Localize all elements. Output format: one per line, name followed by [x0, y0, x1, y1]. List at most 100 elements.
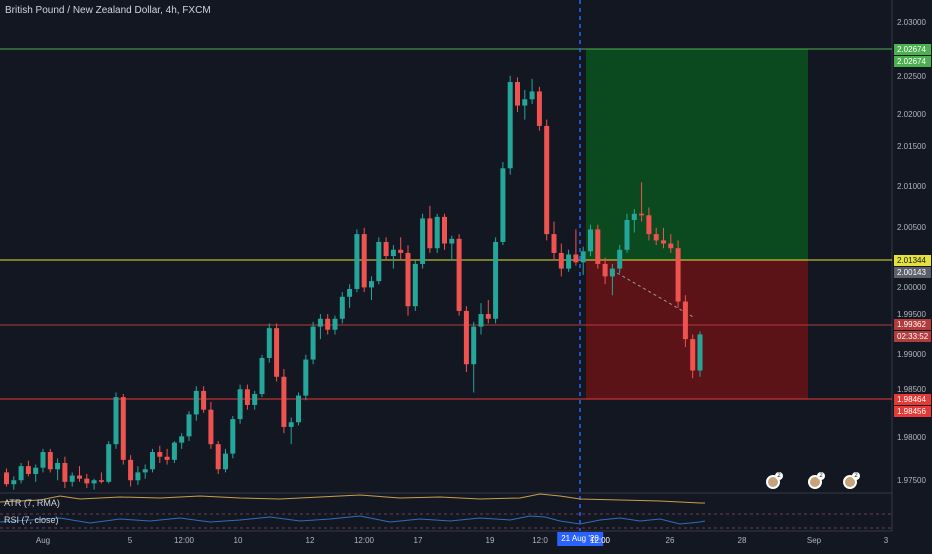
candle-down [558, 252, 564, 269]
stop-zone[interactable] [586, 260, 808, 399]
long-position-zones[interactable] [586, 49, 808, 399]
candle-up [412, 263, 418, 307]
candle-up [697, 334, 703, 371]
candle-up [420, 218, 426, 264]
target-price-tag[interactable]: 2.02674 [894, 44, 931, 55]
candle-down [595, 229, 601, 264]
candle-up [609, 268, 615, 277]
time-tick: 26 [665, 536, 675, 545]
event-count-icon: 2 [852, 472, 860, 480]
time-tick: 12:0 [532, 536, 548, 545]
candle-up [478, 314, 484, 327]
rsi-line [0, 515, 706, 525]
rsi-label[interactable]: RSI (7, close) [4, 515, 59, 525]
candle-up [252, 394, 258, 405]
candle-down [573, 254, 579, 263]
time-tick: 12 [305, 536, 315, 545]
candle-down [98, 480, 104, 482]
price-tick: 2.01000 [897, 182, 926, 191]
candle-down [383, 241, 389, 257]
candle-down [215, 444, 221, 470]
candle-up [33, 467, 39, 474]
grid [0, 0, 893, 532]
candle-up [631, 213, 637, 220]
last-price-tag: 1.99362 [894, 319, 931, 330]
candle-up [617, 249, 623, 269]
bar-countdown-tag: 02:33:52 [894, 331, 931, 342]
candle-down [77, 475, 82, 479]
position-price-tag: 2.00143 [894, 267, 931, 278]
candles [4, 75, 703, 490]
candle-up [471, 326, 477, 365]
candle-down [120, 397, 126, 460]
time-tick: 17 [413, 536, 423, 545]
event-count-icon: 2 [817, 472, 825, 480]
candle-up [303, 359, 309, 396]
candle-down [646, 215, 652, 235]
candle-up [40, 452, 46, 468]
time-tick: Sep [806, 536, 822, 545]
candle-down [47, 452, 53, 470]
candle-down [244, 389, 250, 405]
candle-down [442, 216, 447, 244]
stop-price-tag-2[interactable]: 1.98456 [894, 406, 931, 417]
price-tick: 2.00500 [897, 223, 926, 232]
candle-down [427, 218, 433, 249]
candle-up [493, 241, 499, 319]
flag-uk-event-icon[interactable]: 2 [843, 472, 860, 489]
entry-price-tag[interactable]: 2.01344 [894, 255, 931, 266]
target-zone[interactable] [586, 49, 808, 260]
candle-down [274, 328, 280, 377]
price-tick: 2.01500 [897, 142, 926, 151]
candle-down [661, 240, 666, 244]
flag-uk-event-icon[interactable]: 2 [808, 472, 825, 489]
candle-down [668, 243, 674, 249]
stop-price-tag[interactable]: 1.98464 [894, 394, 931, 405]
candle-down [515, 82, 520, 106]
time-tick: 12:00 [353, 536, 375, 545]
candle-up [179, 436, 185, 443]
price-tick: 2.02500 [897, 72, 926, 81]
candle-up [18, 466, 24, 481]
crosshair-date-tag: 21 Aug '20 [557, 532, 603, 546]
candle-up [11, 480, 17, 485]
candle-down [62, 462, 68, 482]
price-tick: 1.99500 [897, 310, 926, 319]
horizontal-lines[interactable] [0, 48, 892, 400]
candle-down [157, 452, 163, 457]
candle-up [310, 326, 316, 360]
candle-up [376, 241, 382, 282]
price-tick: 1.97500 [897, 476, 926, 485]
candle-up [624, 219, 630, 250]
flag-uk-event-icon[interactable]: 2 [766, 472, 783, 489]
candle-up [507, 82, 513, 169]
price-tick: 1.98500 [897, 385, 926, 394]
candle-up [369, 281, 374, 288]
target-price-tag-2[interactable]: 2.02674 [894, 56, 931, 67]
candle-down [675, 248, 681, 302]
candle-down [164, 456, 170, 460]
candle-up [135, 472, 141, 481]
candle-down [84, 478, 90, 484]
candle-up [288, 422, 294, 427]
candle-up [266, 328, 272, 358]
candle-up [580, 251, 586, 263]
time-tick: 19 [485, 536, 495, 545]
candle-down [602, 263, 608, 277]
candle-down [398, 249, 404, 253]
time-tick: Aug [35, 536, 51, 545]
candle-up [522, 99, 528, 106]
candle-up [529, 91, 535, 100]
atr-label[interactable]: ATR (7, RMA) [4, 498, 60, 508]
candle-up [223, 453, 228, 470]
candle-up [113, 397, 119, 445]
price-tick: 1.99000 [897, 350, 926, 359]
time-tick: 12:00 [173, 536, 195, 545]
time-tick: 5 [127, 536, 133, 545]
candle-up [588, 229, 593, 252]
candle-up [55, 462, 61, 470]
time-tick: 12:00 [589, 536, 611, 545]
candle-up [317, 318, 323, 327]
